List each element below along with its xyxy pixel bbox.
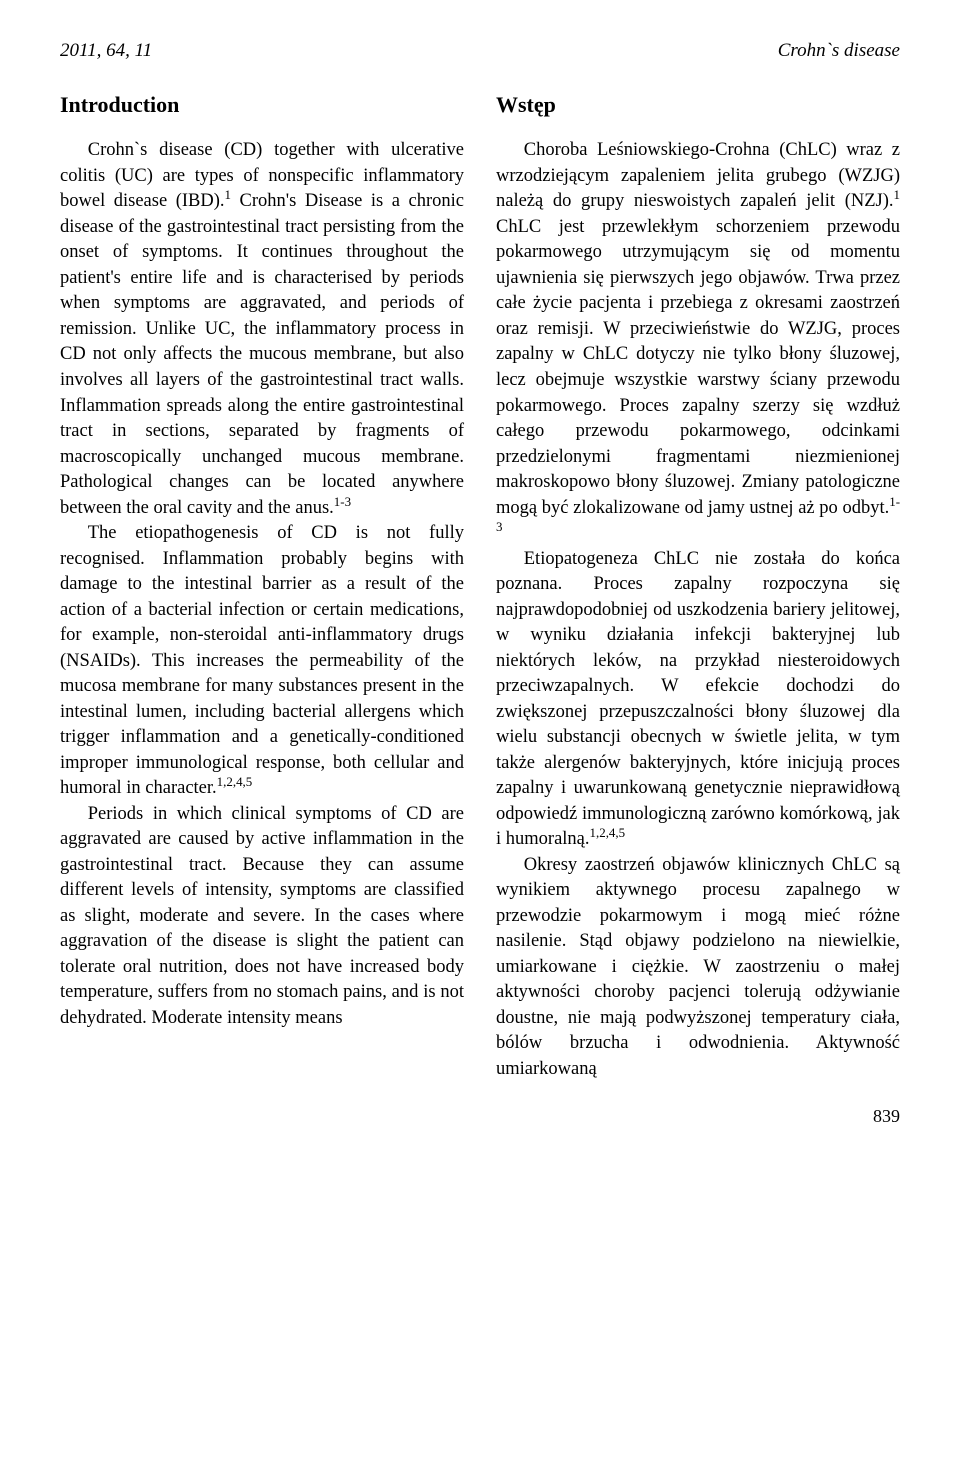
pl-p1b: ChLC jest przewlekłym schorzeniem przewo…: [496, 217, 900, 518]
title-left: Introduction: [60, 90, 464, 120]
running-header: 2011, 64, 11 Crohn`s disease: [60, 40, 900, 62]
pl-sup-1: 1: [894, 187, 900, 202]
pl-p2: Etiopatogeneza ChLC nie została do końca…: [496, 549, 900, 850]
en-p2: The etiopathogenesis of CD is not fully …: [60, 523, 464, 798]
column-polish: Choroba Leśniowskiego-Crohna (ChLC) wraz…: [496, 138, 900, 1082]
pl-para-2: Etiopatogeneza ChLC nie została do końca…: [496, 547, 900, 853]
title-right: Wstęp: [496, 90, 900, 120]
column-english: Crohn`s disease (CD) together with ulcer…: [60, 138, 464, 1082]
page-number: 839: [60, 1106, 900, 1127]
pl-sup-3: 1,2,4,5: [590, 825, 626, 840]
header-right: Crohn`s disease: [778, 40, 900, 62]
en-para-3: Periods in which clinical symptoms of CD…: [60, 802, 464, 1032]
header-left: 2011, 64, 11: [60, 40, 152, 62]
pl-para-3: Okresy zaostrzeń objawów klinicznych ChL…: [496, 853, 900, 1083]
en-para-1: Crohn`s disease (CD) together with ulcer…: [60, 138, 464, 521]
section-titles: Introduction Wstęp: [60, 90, 900, 120]
pl-para-1: Choroba Leśniowskiego-Crohna (ChLC) wraz…: [496, 138, 900, 546]
en-para-2: The etiopathogenesis of CD is not fully …: [60, 521, 464, 802]
en-p1b: Crohn's Disease is a chronic disease of …: [60, 191, 464, 517]
two-column-body: Crohn`s disease (CD) together with ulcer…: [60, 138, 900, 1082]
en-sup-3: 1,2,4,5: [217, 774, 253, 789]
en-sup-2: 1-3: [334, 493, 351, 508]
pl-p1a: Choroba Leśniowskiego-Crohna (ChLC) wraz…: [496, 140, 900, 211]
